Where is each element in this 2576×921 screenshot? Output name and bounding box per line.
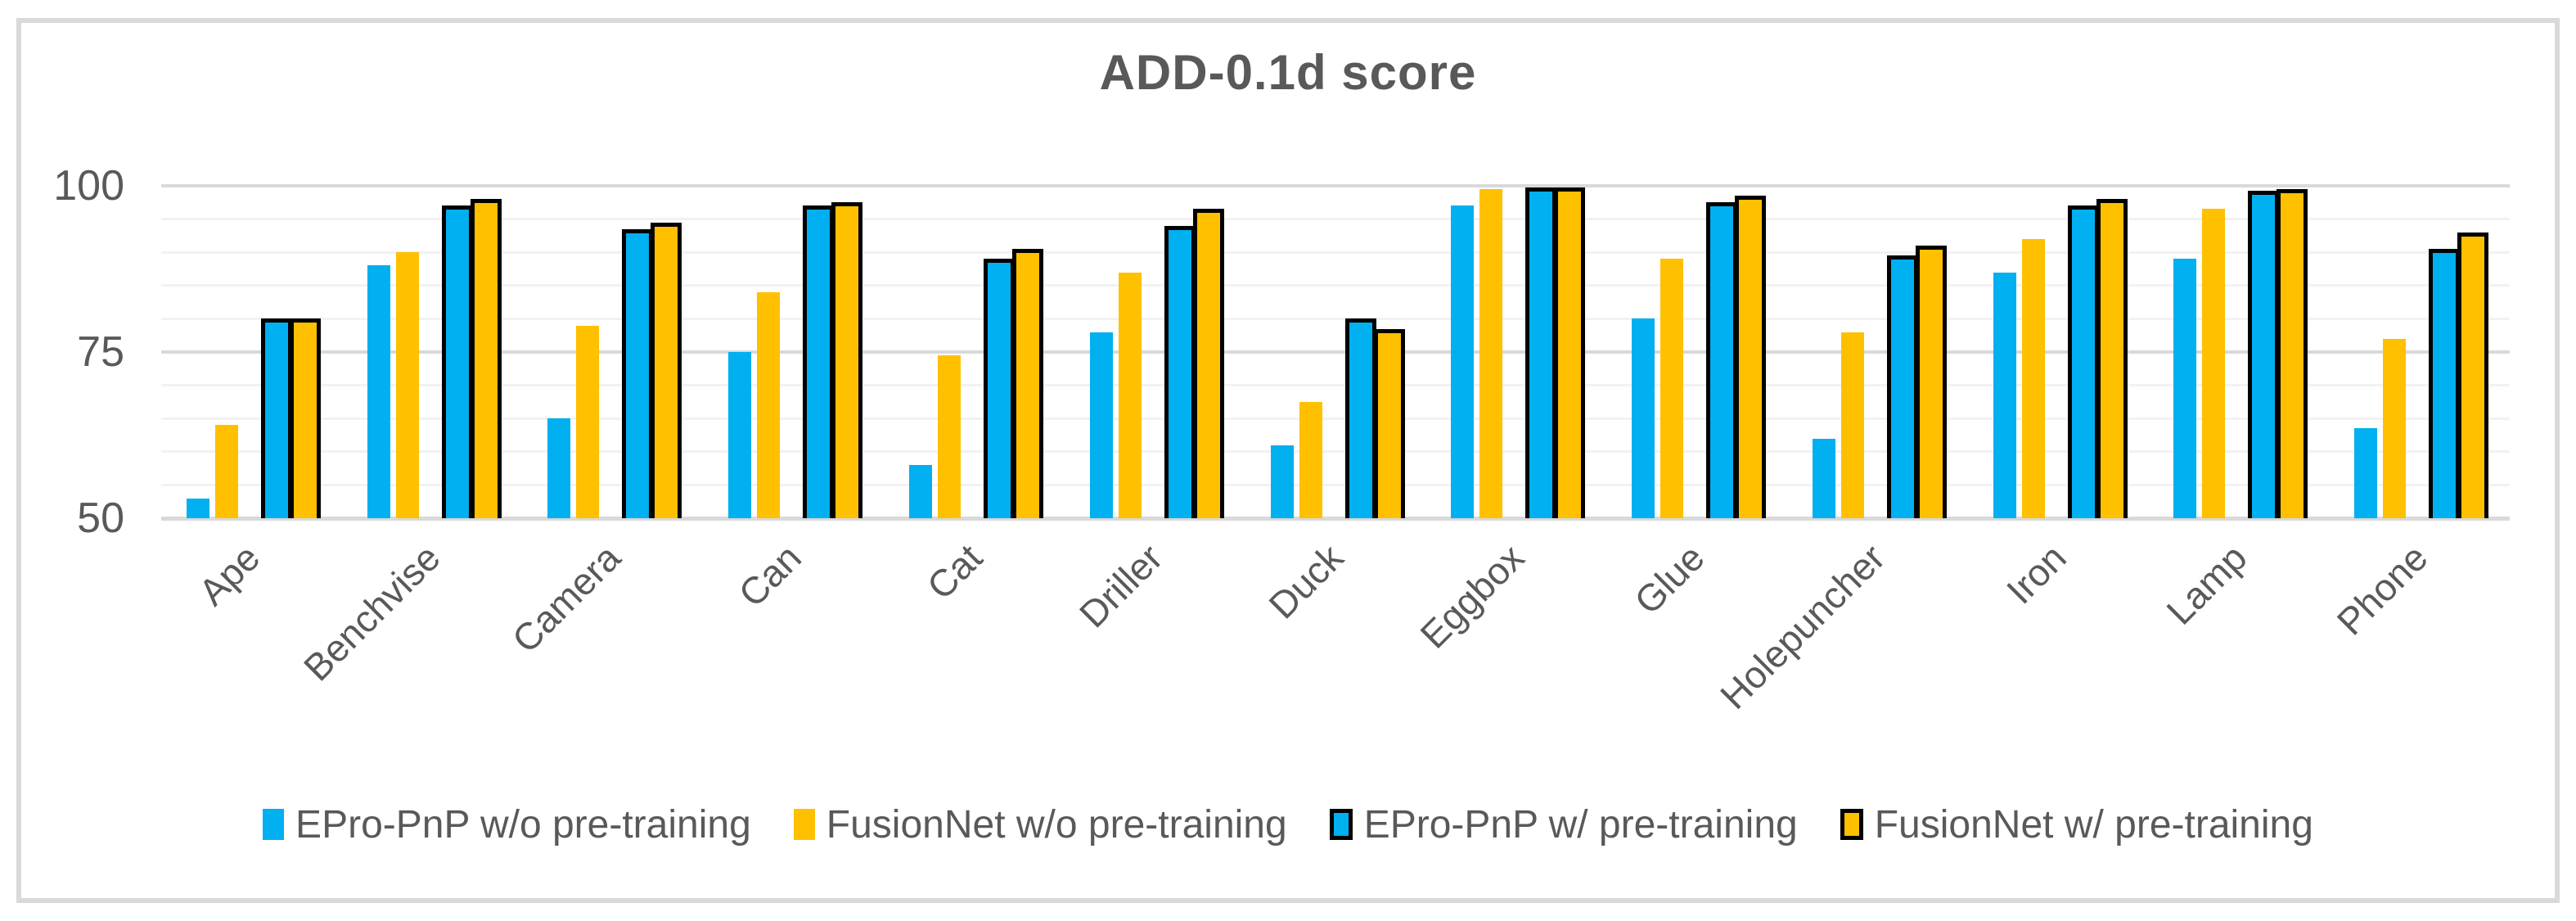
legend-label-2: FusionNet w/o pre-training (826, 802, 1287, 847)
bar-lamp-series-1 (2173, 259, 2197, 518)
gridline-90 (161, 251, 2510, 254)
bar-benchvise-series-1 (367, 265, 390, 518)
gridline-65 (161, 417, 2510, 420)
gridline-80 (161, 317, 2510, 320)
bar-ape-series-2 (214, 425, 238, 518)
bar-iron-series-3 (2067, 205, 2099, 518)
legend-swatch-2 (793, 809, 815, 840)
bar-glue-series-2 (1660, 259, 1684, 518)
bar-lamp-series-2 (2202, 209, 2226, 518)
bar-eggbox-series-1 (1451, 205, 1475, 518)
legend-swatch-3 (1329, 809, 1353, 840)
gridline-75 (161, 350, 2510, 354)
bar-phone-series-3 (2429, 249, 2461, 518)
bar-glue-series-3 (1706, 202, 1738, 518)
gridline-95 (161, 218, 2510, 221)
bar-driller-series-2 (1118, 272, 1142, 518)
y-tick-label-50: 50 (77, 494, 124, 542)
legend-label-1: EPro-PnP w/o pre-training (295, 802, 751, 847)
legend: EPro-PnP w/o pre-training FusionNet w/o p… (0, 796, 2576, 853)
bar-camera-series-1 (547, 418, 571, 518)
bar-phone-series-2 (2383, 338, 2407, 518)
bar-holepuncher-series-2 (1840, 332, 1864, 518)
gridline-85 (161, 284, 2510, 287)
bar-duck-series-1 (1270, 445, 1294, 518)
bar-cat-series-4 (1011, 249, 1043, 518)
bar-camera-series-2 (576, 325, 600, 518)
bar-camera-series-4 (651, 222, 682, 518)
bar-holepuncher-series-1 (1812, 438, 1835, 518)
legend-item-3: EPro-PnP w/ pre-training (1329, 802, 1798, 847)
bar-holepuncher-series-4 (1915, 246, 1947, 518)
bar-can-series-3 (803, 205, 835, 518)
bar-duck-series-2 (1299, 401, 1322, 518)
y-tick-label-100: 100 (53, 162, 124, 210)
legend-label-3: EPro-PnP w/ pre-training (1363, 802, 1798, 847)
legend-label-4: FusionNet w/ pre-training (1874, 802, 2313, 847)
bar-cat-series-1 (908, 465, 932, 518)
bar-camera-series-3 (622, 228, 654, 518)
bar-can-series-1 (728, 352, 752, 518)
bar-duck-series-3 (1344, 318, 1376, 518)
bar-iron-series-2 (2021, 238, 2045, 518)
bar-ape-series-3 (260, 318, 292, 518)
gridline-100 (161, 184, 2510, 187)
bar-cat-series-3 (983, 259, 1015, 518)
bar-iron-series-1 (1993, 272, 2016, 518)
legend-swatch-4 (1840, 809, 1863, 840)
y-tick-label-75: 75 (77, 328, 124, 376)
bar-driller-series-3 (1164, 225, 1196, 518)
gridline-70 (161, 384, 2510, 387)
bar-lamp-series-4 (2277, 189, 2308, 518)
bar-phone-series-4 (2457, 232, 2489, 518)
gridline-50 (161, 517, 2510, 521)
bar-iron-series-4 (2096, 199, 2128, 518)
bar-driller-series-4 (1192, 209, 1224, 518)
gridline-60 (161, 450, 2510, 454)
legend-swatch-1 (263, 809, 285, 840)
bar-eggbox-series-4 (1554, 187, 1586, 518)
bar-eggbox-series-2 (1479, 189, 1503, 518)
bar-benchvise-series-3 (441, 205, 473, 518)
bar-holepuncher-series-3 (1886, 255, 1918, 518)
bar-glue-series-1 (1632, 318, 1655, 518)
legend-item-1: EPro-PnP w/o pre-training (263, 802, 751, 847)
bar-benchvise-series-4 (470, 199, 502, 518)
legend-item-2: FusionNet w/o pre-training (793, 802, 1287, 847)
bar-can-series-4 (831, 202, 863, 518)
bar-phone-series-1 (2354, 428, 2378, 518)
gridline-55 (161, 483, 2510, 486)
bar-benchvise-series-2 (395, 252, 419, 518)
bar-cat-series-2 (937, 355, 961, 518)
chart-title: ADD-0.1d score (1099, 45, 1477, 100)
bar-driller-series-1 (1089, 332, 1113, 518)
bar-glue-series-4 (1735, 196, 1767, 518)
bar-lamp-series-3 (2248, 190, 2280, 518)
legend-item-4: FusionNet w/ pre-training (1840, 802, 2313, 847)
bar-can-series-2 (757, 291, 781, 518)
bar-eggbox-series-3 (1525, 187, 1557, 518)
bar-duck-series-4 (1373, 328, 1405, 518)
bar-ape-series-4 (289, 318, 321, 518)
bar-ape-series-1 (186, 498, 209, 518)
